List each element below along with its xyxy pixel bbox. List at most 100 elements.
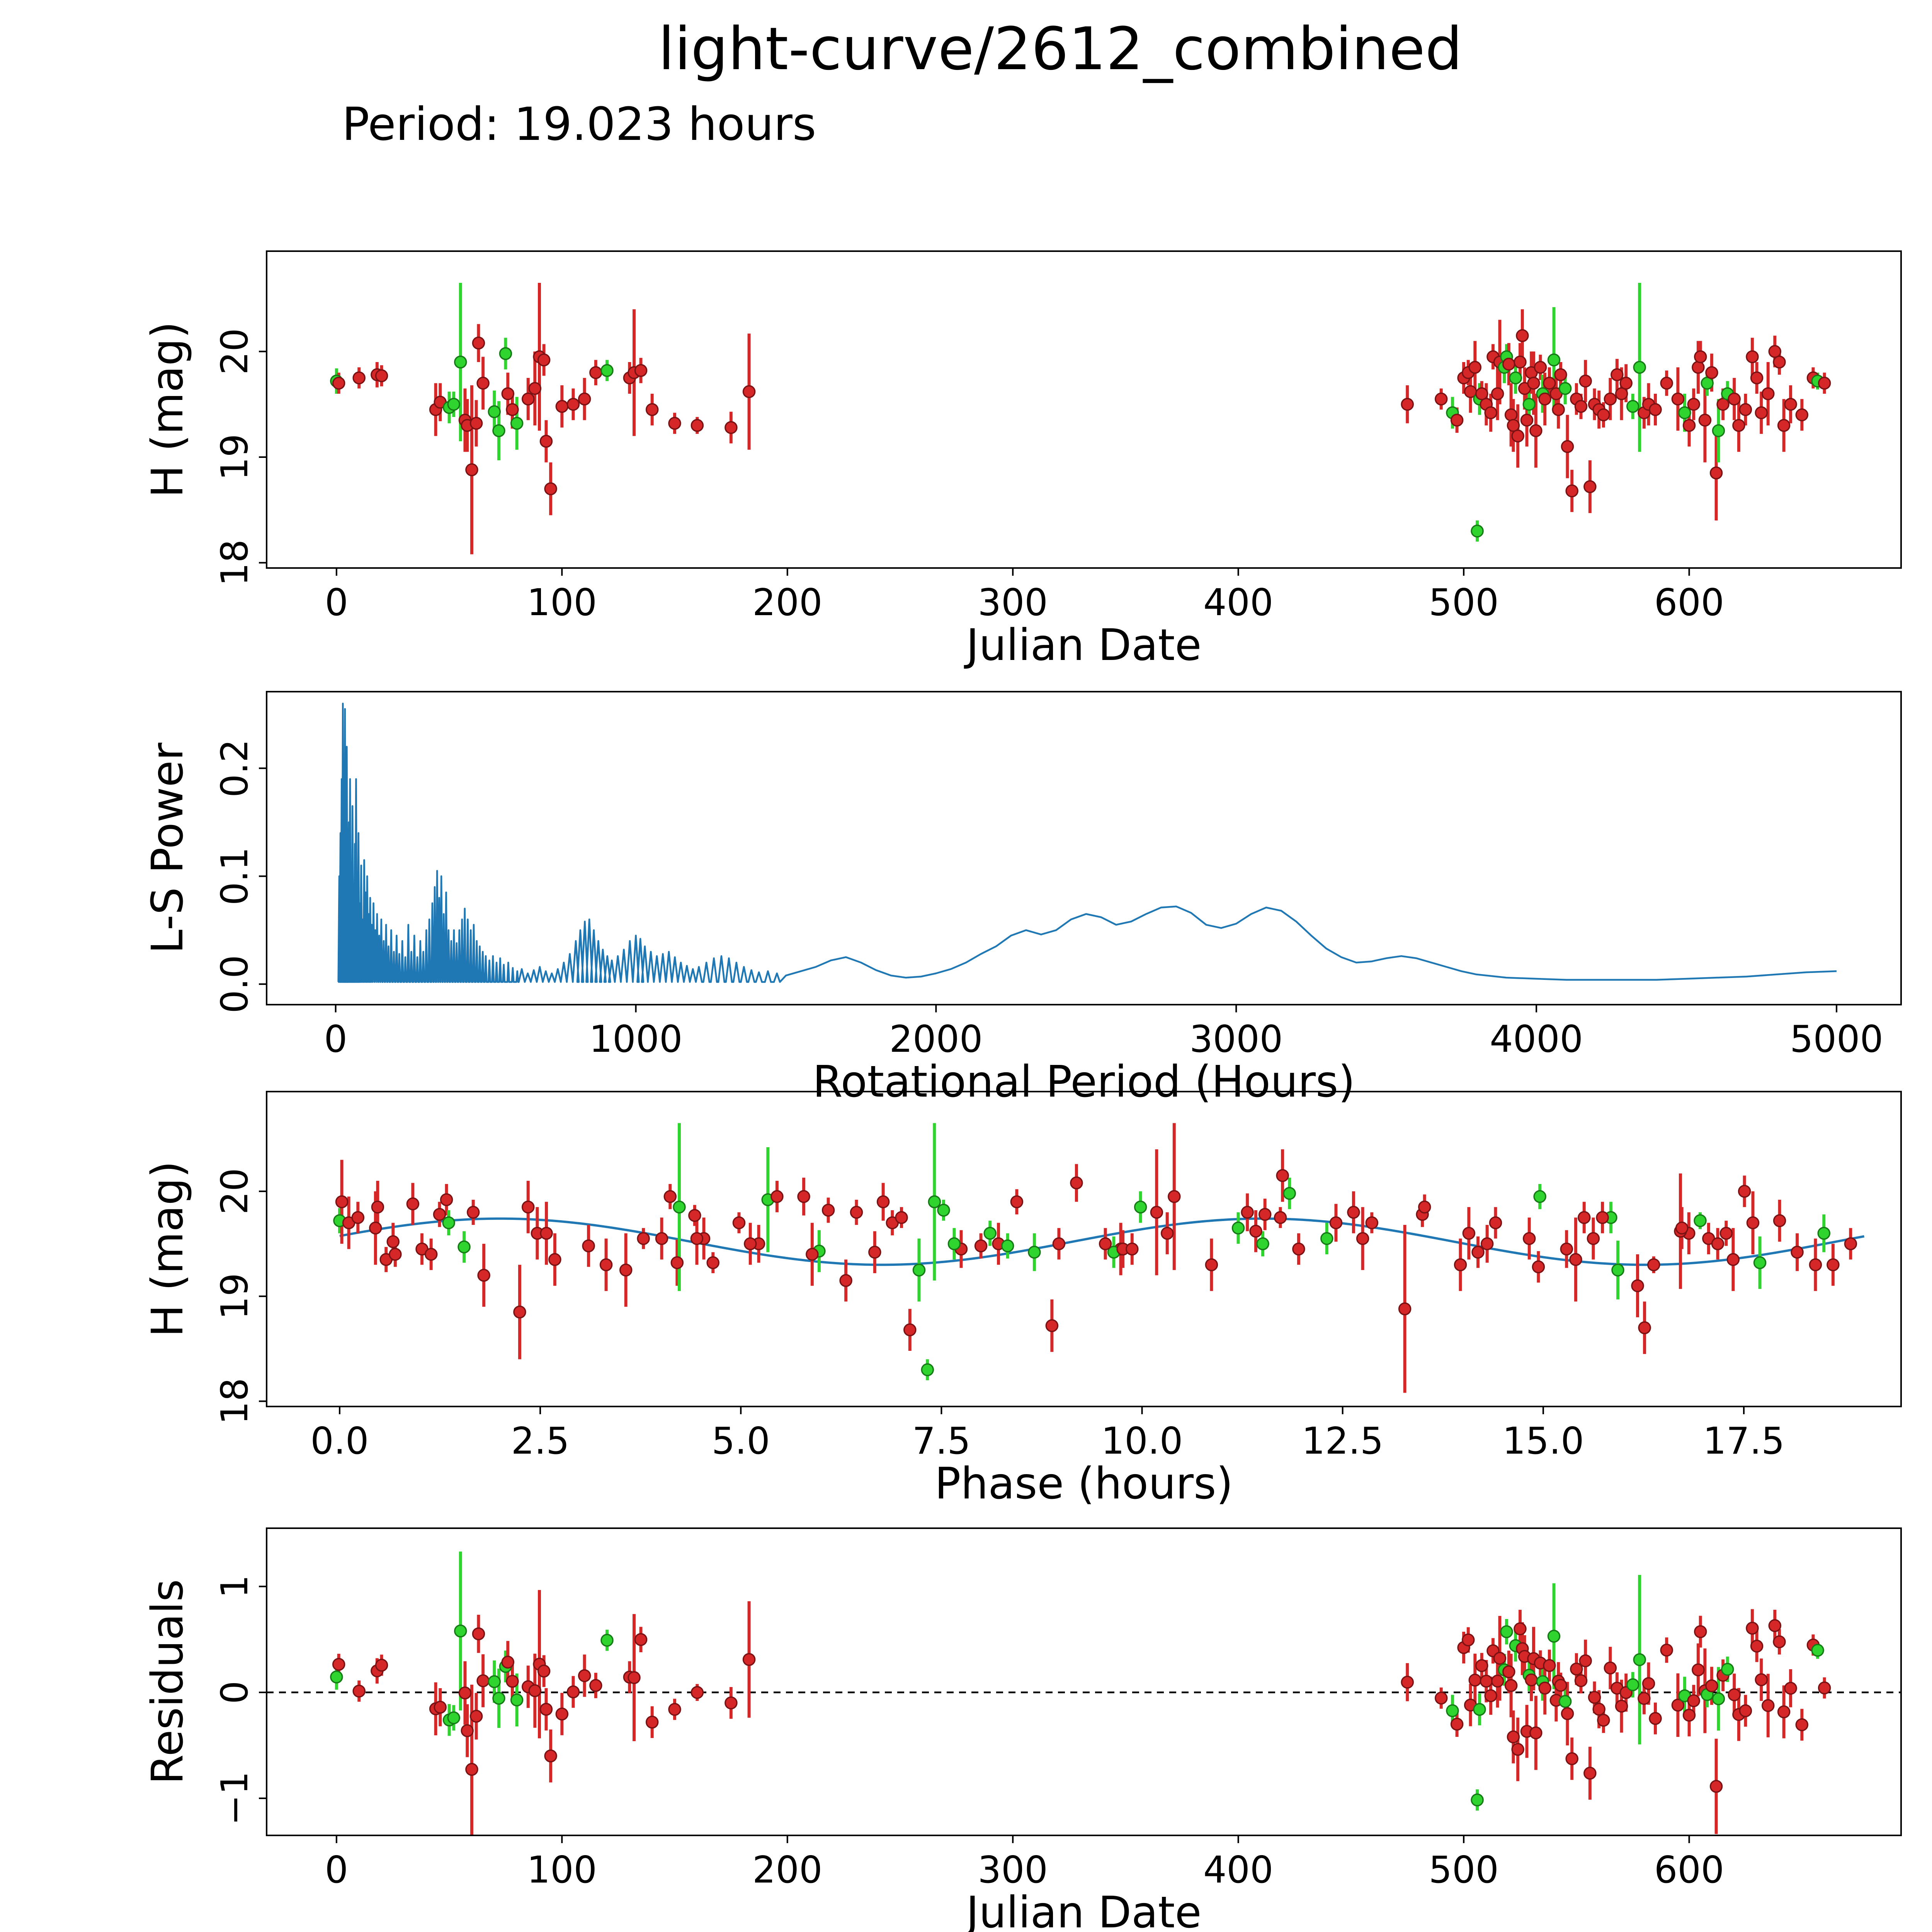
data-point	[1687, 1694, 1700, 1708]
x-tick-label: 5.0	[712, 1420, 770, 1463]
data-point	[1471, 1245, 1485, 1259]
data-point	[1525, 1673, 1538, 1687]
data-point	[1070, 1176, 1083, 1190]
y-tick-label: 18	[214, 539, 256, 586]
data-point	[1682, 1709, 1696, 1722]
data-point	[539, 435, 553, 448]
data-point	[1705, 366, 1718, 379]
data-point	[1493, 1651, 1507, 1665]
data-point	[566, 1685, 580, 1699]
periodogram-line	[337, 702, 1837, 983]
data-point	[806, 1248, 819, 1261]
data-point	[1574, 400, 1588, 413]
data-point	[1522, 1232, 1536, 1245]
y-tick-label: −1	[214, 1771, 256, 1825]
data-point	[458, 1686, 472, 1700]
x-tick-label: 500	[1429, 582, 1498, 624]
data-point	[476, 1674, 490, 1687]
data-point	[1475, 387, 1488, 400]
data-point	[1597, 408, 1610, 422]
data-point	[663, 1190, 677, 1203]
data-point	[1538, 392, 1551, 406]
data-point	[589, 366, 602, 379]
data-point	[912, 1264, 926, 1277]
data-point	[1844, 1237, 1857, 1250]
data-point	[540, 1227, 553, 1240]
data-point	[1721, 1663, 1734, 1676]
data-point	[1276, 1169, 1289, 1182]
data-point	[1256, 1237, 1269, 1250]
data-point	[1701, 376, 1714, 390]
data-point	[1520, 413, 1534, 427]
data-point	[1292, 1242, 1305, 1256]
data-point	[1480, 1675, 1493, 1688]
x-tick-label: 5000	[1790, 1018, 1883, 1061]
x-tick-label: 400	[1203, 582, 1273, 624]
data-point	[528, 1684, 542, 1697]
data-point	[578, 1669, 591, 1682]
data-point	[1795, 1718, 1809, 1731]
data-point	[440, 1193, 453, 1206]
data-point	[1507, 419, 1520, 432]
axes-frame	[266, 1527, 1902, 1836]
data-point	[1604, 1661, 1617, 1675]
data-point	[645, 1716, 659, 1729]
data-point	[457, 1240, 471, 1253]
data-point	[589, 1679, 602, 1692]
data-point	[461, 1724, 474, 1737]
data-point	[442, 1216, 455, 1230]
data-point	[1762, 1699, 1775, 1712]
data-point	[1401, 1675, 1414, 1689]
data-point	[1773, 1214, 1786, 1227]
axes-frame	[266, 1091, 1902, 1407]
data-point	[1484, 1689, 1497, 1702]
data-point	[1504, 408, 1518, 422]
data-point	[1633, 1653, 1646, 1666]
data-point	[1398, 1302, 1412, 1316]
data-point	[1777, 419, 1791, 432]
data-point	[406, 1197, 420, 1211]
data-point	[1468, 1673, 1482, 1687]
data-point	[1471, 524, 1484, 538]
data-point	[1746, 1621, 1759, 1635]
y-tick-label: 19	[214, 1273, 256, 1320]
data-point	[1777, 1705, 1791, 1718]
data-point	[506, 1675, 519, 1688]
data-point	[619, 1264, 633, 1277]
data-point	[555, 1708, 569, 1721]
data-point	[1592, 1702, 1605, 1716]
data-point	[1554, 368, 1567, 381]
data-point	[472, 337, 485, 350]
data-point	[688, 1209, 701, 1222]
data-point	[1694, 1214, 1707, 1227]
data-point	[522, 392, 535, 406]
x-tick-label: 200	[752, 1849, 822, 1891]
data-point	[673, 1201, 686, 1214]
data-point	[1468, 361, 1482, 374]
data-point	[1529, 1726, 1543, 1740]
data-point	[895, 1211, 908, 1224]
x-tick-label: 3000	[1189, 1018, 1283, 1061]
data-point	[655, 1232, 668, 1245]
y-tick-label: 19	[214, 434, 256, 481]
data-point	[335, 1195, 349, 1208]
data-point	[1533, 1190, 1546, 1203]
data-point	[1570, 1662, 1583, 1676]
x-tick-label: 2000	[889, 1018, 983, 1061]
y-tick-label: 20	[214, 1168, 256, 1215]
data-point	[1516, 329, 1529, 342]
axes-frame	[266, 250, 1902, 569]
x-tick-label: 100	[527, 582, 597, 624]
data-point	[1750, 371, 1764, 384]
data-point	[645, 403, 659, 416]
data-point	[469, 417, 483, 430]
data-point	[465, 463, 478, 476]
data-point	[600, 1634, 614, 1647]
data-point	[1709, 1780, 1723, 1793]
x-tick-label: 0.0	[310, 1420, 369, 1463]
data-point	[1746, 350, 1759, 364]
data-point	[770, 1190, 784, 1203]
data-point	[1588, 1691, 1601, 1704]
data-point	[1583, 480, 1597, 493]
data-point	[1597, 1714, 1610, 1727]
